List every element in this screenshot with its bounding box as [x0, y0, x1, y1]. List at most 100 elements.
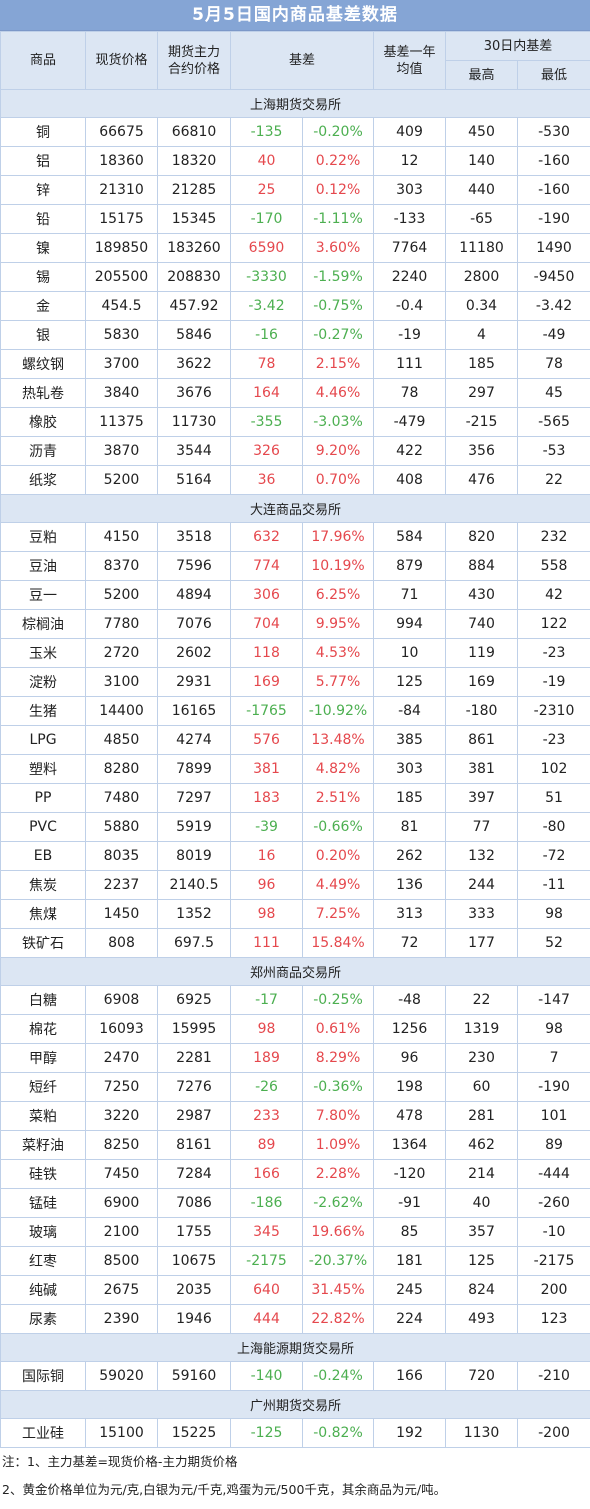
low-30d-cell: 89	[517, 1130, 590, 1160]
commodity-cell: 工业硅	[0, 1418, 86, 1448]
header-basis: 基差	[229, 31, 375, 90]
header-futures-line2: 合约价格	[167, 61, 220, 77]
table-row: 淀粉 3100 2931 169 5.77% 125 169 -19	[0, 667, 590, 697]
futures-price-cell: 3544	[157, 436, 231, 466]
high-30d-cell: 861	[445, 725, 519, 755]
commodity-cell: 甲醇	[0, 1043, 86, 1073]
high-30d-cell: 119	[445, 638, 519, 668]
basis-pct-cell: 4.46%	[301, 378, 375, 408]
basis-pct-cell: 4.49%	[301, 870, 375, 900]
annual-avg-cell: 313	[373, 899, 447, 929]
high-30d-cell: 11180	[445, 233, 519, 263]
basis-pct-cell: 17.96%	[301, 522, 375, 552]
commodity-cell: 锌	[0, 175, 86, 205]
spot-price-cell: 59020	[85, 1361, 158, 1391]
futures-price-cell: 7076	[157, 609, 231, 639]
futures-price-cell: 2931	[157, 667, 231, 697]
header-annual-avg-line1: 基差一年	[383, 44, 436, 60]
high-30d-cell: 4	[445, 320, 519, 350]
basis-pct-cell: 9.95%	[301, 609, 375, 639]
low-30d-cell: -23	[517, 638, 590, 668]
spot-price-cell: 5200	[85, 465, 158, 495]
futures-price-cell: 11730	[157, 407, 231, 437]
futures-price-cell: 10675	[157, 1246, 231, 1276]
futures-price-cell: 15995	[157, 1014, 231, 1044]
basis-pct-cell: 10.19%	[301, 551, 375, 581]
section-header-row: 郑州商品交易所	[0, 957, 590, 986]
low-30d-cell: -160	[517, 175, 590, 205]
basis-value-cell: -3.42	[230, 291, 303, 321]
commodity-cell: 玉米	[0, 638, 86, 668]
table-row: 螺纹钢 3700 3622 78 2.15% 111 185 78	[0, 349, 590, 379]
basis-pct-cell: 13.48%	[301, 725, 375, 755]
basis-pct-cell: 31.45%	[301, 1275, 375, 1305]
basis-pct-cell: -1.11%	[301, 204, 375, 234]
annual-avg-cell: 136	[373, 870, 447, 900]
basis-value-cell: -3330	[230, 262, 303, 292]
commodity-cell: 纸浆	[0, 465, 86, 495]
table-row: 生猪 14400 16165 -1765 -10.92% -84 -180 -2310	[0, 696, 590, 726]
low-30d-cell: 45	[517, 378, 590, 408]
basis-pct-cell: 6.25%	[301, 580, 375, 610]
basis-value-cell: -140	[230, 1361, 303, 1391]
futures-price-cell: 208830	[157, 262, 231, 292]
basis-pct-cell: -3.03%	[301, 407, 375, 437]
futures-price-cell: 3518	[157, 522, 231, 552]
table-row: 菜籽油 8250 8161 89 1.09% 1364 462 89	[0, 1130, 590, 1160]
high-30d-cell: -215	[445, 407, 519, 437]
spot-price-cell: 8370	[85, 551, 158, 581]
basis-value-cell: 774	[230, 551, 303, 581]
basis-value-cell: 576	[230, 725, 303, 755]
header-commodity: 商品	[0, 31, 86, 90]
futures-price-cell: 2281	[157, 1043, 231, 1073]
basis-pct-cell: -0.75%	[301, 291, 375, 321]
high-30d-cell: 60	[445, 1072, 519, 1102]
high-30d-cell: -180	[445, 696, 519, 726]
table-row: 铁矿石 808 697.5 111 15.84% 72 177 52	[0, 928, 590, 958]
header-annual-avg-line2: 均值	[396, 61, 423, 77]
futures-price-cell: 7284	[157, 1159, 231, 1189]
basis-value-cell: -16	[230, 320, 303, 350]
commodity-cell: 铁矿石	[0, 928, 86, 958]
commodity-cell: 白糖	[0, 985, 86, 1015]
header-futures-line1: 期货主力	[167, 44, 220, 60]
table-row: 硅铁 7450 7284 166 2.28% -120 214 -444	[0, 1159, 590, 1189]
spot-price-cell: 66675	[85, 117, 158, 147]
basis-pct-cell: 0.22%	[301, 146, 375, 176]
futures-price-cell: 8161	[157, 1130, 231, 1160]
table-row: PP 7480 7297 183 2.51% 185 397 51	[0, 783, 590, 813]
low-30d-cell: -210	[517, 1361, 590, 1391]
commodity-cell: 镍	[0, 233, 86, 263]
annual-avg-cell: 245	[373, 1275, 447, 1305]
commodity-cell: 菜籽油	[0, 1130, 86, 1160]
spot-price-cell: 8035	[85, 841, 158, 871]
basis-value-cell: -125	[230, 1418, 303, 1448]
annual-avg-cell: 192	[373, 1418, 447, 1448]
table-row: 焦煤 1450 1352 98 7.25% 313 333 98	[0, 899, 590, 929]
table-row: 纯碱 2675 2035 640 31.45% 245 824 200	[0, 1275, 590, 1305]
high-30d-cell: 824	[445, 1275, 519, 1305]
high-30d-cell: 493	[445, 1304, 519, 1334]
high-30d-cell: 0.34	[445, 291, 519, 321]
spot-price-cell: 5880	[85, 812, 158, 842]
table-row: 焦炭 2237 2140.5 96 4.49% 136 244 -11	[0, 870, 590, 900]
annual-avg-cell: 125	[373, 667, 447, 697]
low-30d-cell: -565	[517, 407, 590, 437]
high-30d-cell: 140	[445, 146, 519, 176]
basis-pct-cell: 3.60%	[301, 233, 375, 263]
basis-value-cell: 164	[230, 378, 303, 408]
high-30d-cell: -65	[445, 204, 519, 234]
table-row: PVC 5880 5919 -39 -0.66% 81 77 -80	[0, 812, 590, 842]
commodity-cell: 短纤	[0, 1072, 86, 1102]
high-30d-cell: 1130	[445, 1418, 519, 1448]
low-30d-cell: 200	[517, 1275, 590, 1305]
spot-price-cell: 6900	[85, 1188, 158, 1218]
basis-pct-cell: -0.24%	[301, 1361, 375, 1391]
table-row: 铜 66675 66810 -135 -0.20% 409 450 -530	[0, 117, 590, 147]
annual-avg-cell: -91	[373, 1188, 447, 1218]
high-30d-cell: 244	[445, 870, 519, 900]
futures-price-cell: 5919	[157, 812, 231, 842]
high-30d-cell: 381	[445, 754, 519, 784]
high-30d-cell: 1319	[445, 1014, 519, 1044]
futures-price-cell: 697.5	[157, 928, 231, 958]
